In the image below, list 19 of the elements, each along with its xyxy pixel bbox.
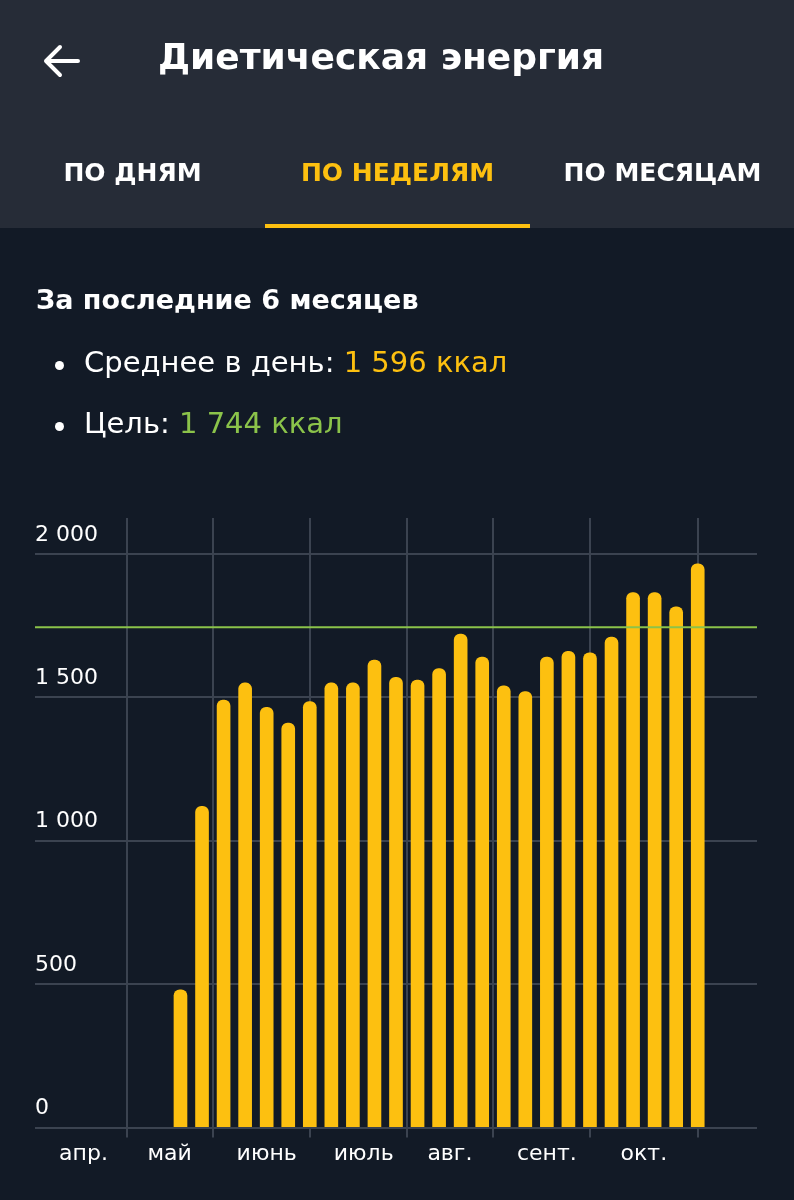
x-tick-label: авг.: [427, 1139, 473, 1165]
x-tick-label: сент.: [516, 1139, 577, 1165]
text: Цель: 1 744 ккал: [84, 406, 343, 440]
chart-subtitle: За последние 6 месяцев: [36, 284, 419, 315]
y-tick-label: 1 500: [35, 664, 98, 690]
text: Среднее в день: 1 596 ккал: [84, 345, 508, 379]
x-tick-label: июль: [333, 1139, 394, 1165]
chart-title: Диетическая энергия: [158, 36, 605, 77]
x-tick-label: июнь: [236, 1139, 297, 1165]
y-tick-label: 500: [35, 950, 77, 976]
text: ПО ДНЯМ: [62, 158, 203, 189]
y-tick-label: 0: [35, 1094, 49, 1120]
text: ПО НЕДЕЛЯМ: [265, 158, 530, 228]
x-tick-label: май: [147, 1139, 192, 1165]
x-tick-label: апр.: [59, 1139, 108, 1165]
text: ПО МЕСЯЦАМ: [562, 158, 763, 189]
x-tick-label: окт.: [620, 1139, 668, 1165]
y-tick-label: 1 000: [35, 807, 98, 833]
y-tick-label: 2 000: [35, 520, 98, 546]
